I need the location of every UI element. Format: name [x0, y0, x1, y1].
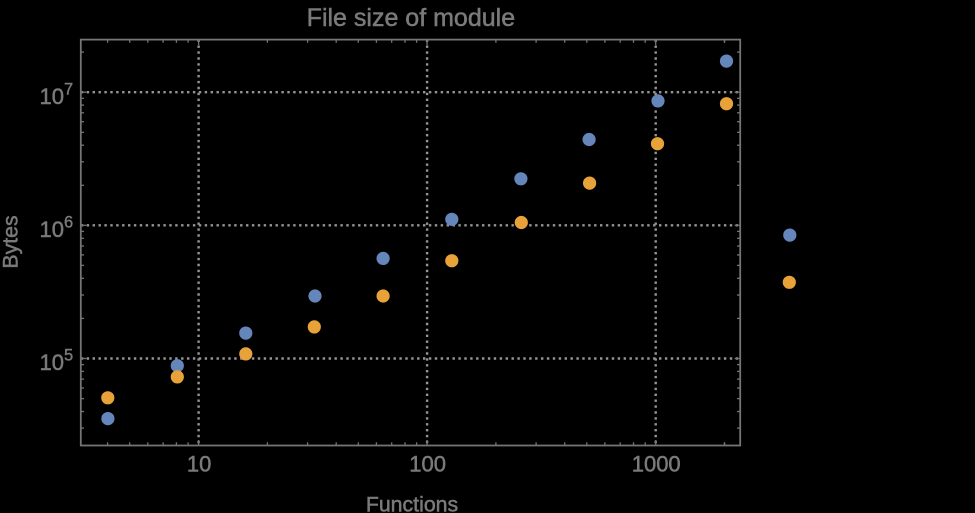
svg-text:10: 10: [40, 84, 64, 109]
svg-text:5: 5: [64, 347, 73, 365]
svg-text:Functions: Functions: [366, 493, 458, 513]
svg-text:File size of module: File size of module: [307, 4, 515, 32]
svg-text:10: 10: [40, 217, 64, 242]
svg-text:100: 100: [409, 452, 446, 477]
svg-text:7: 7: [64, 80, 73, 98]
svg-text:10: 10: [187, 452, 211, 477]
svg-text:10: 10: [40, 350, 64, 375]
svg-text:6: 6: [64, 213, 73, 231]
svg-text:1000: 1000: [632, 452, 681, 477]
svg-text:Bytes: Bytes: [0, 215, 23, 268]
